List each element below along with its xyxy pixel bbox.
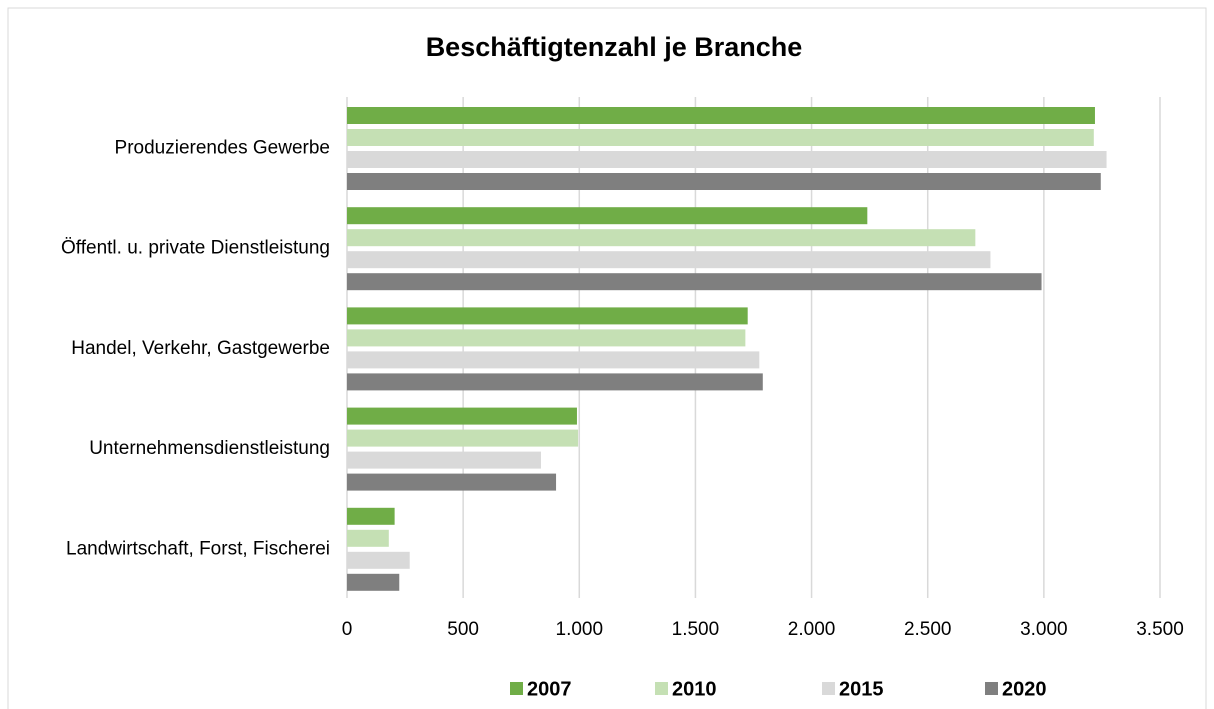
bar: [347, 329, 746, 347]
bar: [347, 507, 395, 525]
legend-swatch: [510, 682, 523, 695]
bar: [347, 573, 400, 591]
bar: [347, 529, 389, 547]
y-tick-label: Handel, Verkehr, Gastgewerbe: [71, 338, 330, 359]
legend-label: 2020: [1002, 678, 1047, 700]
legend-swatch: [985, 682, 998, 695]
y-tick-label: Produzierendes Gewerbe: [115, 138, 330, 159]
bar: [347, 273, 1042, 291]
x-tick-label: 0: [342, 619, 353, 640]
legend-label: 2015: [839, 678, 884, 700]
bar: [347, 407, 577, 425]
x-tick-label: 3.000: [1020, 619, 1068, 640]
legend-swatch: [822, 682, 835, 695]
bar: [347, 107, 1095, 124]
bar: [347, 229, 976, 247]
x-tick-label: 500: [447, 619, 479, 640]
y-tick-label: Öffentl. u. private Dienstleistung: [61, 238, 330, 259]
bar: [347, 473, 557, 491]
legend-swatch: [655, 682, 668, 695]
bar: [347, 207, 868, 225]
bar: [347, 373, 763, 391]
x-tick-label: 1.500: [672, 619, 720, 640]
x-tick-label: 2.000: [788, 619, 836, 640]
y-tick-label: Landwirtschaft, Forst, Fischerei: [66, 538, 330, 559]
chart-title: Beschäftigtenzahl je Branche: [426, 32, 803, 62]
bar: [347, 451, 541, 469]
x-tick-label: 1.000: [556, 619, 604, 640]
bar: [347, 151, 1107, 168]
bar: [347, 551, 410, 569]
bar: [347, 173, 1101, 190]
legend-label: 2007: [527, 678, 572, 700]
bar: [347, 251, 991, 269]
x-tick-label: 3.500: [1136, 619, 1184, 640]
bar: [347, 351, 760, 369]
legend-label: 2010: [672, 678, 717, 700]
bar: [347, 129, 1094, 146]
y-tick-label: Unternehmensdienstleistung: [89, 438, 330, 459]
x-tick-label: 2.500: [904, 619, 952, 640]
bar: [347, 429, 579, 447]
bar: [347, 307, 748, 325]
